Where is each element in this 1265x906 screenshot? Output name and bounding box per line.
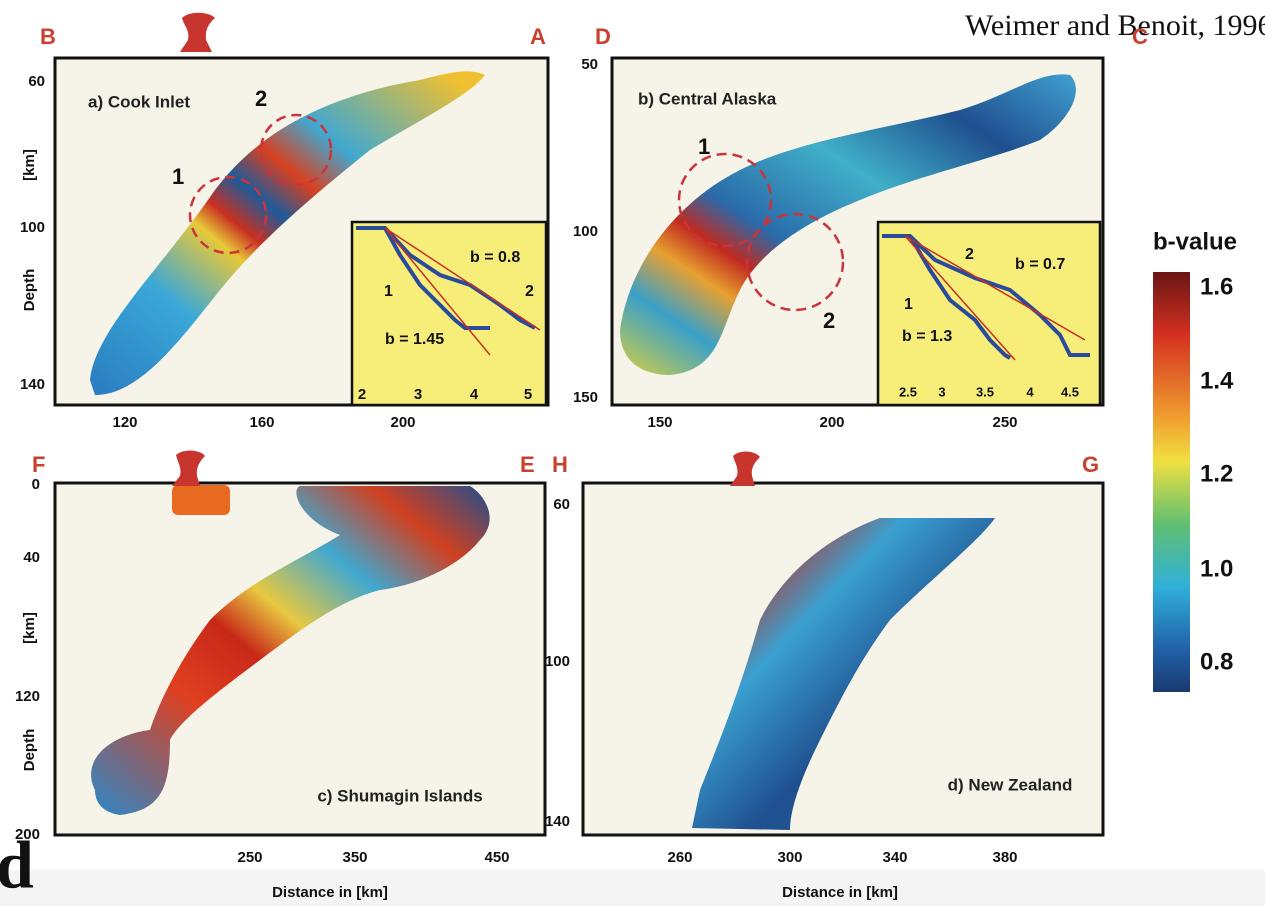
panel-c: F E c) Shumagin Islands 0 40 120 200 250… [15, 451, 545, 901]
corner-label: E [520, 452, 535, 477]
b-value-region [172, 485, 230, 515]
inset-tick-label: 4.5 [1061, 384, 1079, 399]
y-tick-label: 40 [23, 549, 40, 566]
inset-tick-label: 5 [524, 386, 532, 403]
x-tick-label: 260 [667, 849, 692, 866]
y-tick-label: 140 [20, 376, 45, 393]
circle-label: 1 [698, 134, 710, 159]
inset-text: 1 [384, 283, 393, 300]
corner-label: F [32, 452, 45, 477]
corner-label: B [40, 24, 56, 49]
y-tick-label: 140 [545, 813, 570, 830]
y-tick-label: 60 [553, 496, 570, 513]
x-tick-label: 300 [777, 849, 802, 866]
colorbar: b-value 1.6 1.4 1.2 1.0 0.8 [1153, 228, 1237, 692]
inset-text: b = 0.7 [1015, 256, 1065, 273]
legend-title: b-value [1153, 228, 1237, 255]
x-axis-label: Distance in [km] [782, 884, 898, 901]
x-tick-label: 380 [992, 849, 1017, 866]
y-tick-label: 60 [28, 73, 45, 90]
color-scale [1153, 272, 1190, 692]
inset-tick-label: 3.5 [976, 384, 994, 399]
panel-title: a) Cook Inlet [88, 92, 190, 111]
x-tick-label: 200 [390, 414, 415, 431]
inset-tick-label: 3 [938, 384, 945, 399]
panel-b: D C b) Central Alaska 1 2 50 100 150 150… [573, 24, 1148, 431]
corner-label: C [1132, 24, 1148, 49]
x-tick-label: 450 [484, 849, 509, 866]
y-axis-unit: [km] [21, 149, 38, 181]
panel-a: B A a) Cook Inlet 1 2 60 100 140 120 160… [20, 13, 548, 431]
y-tick-label: 100 [573, 223, 598, 240]
y-axis-unit: [km] [21, 612, 38, 644]
panel-title: d) New Zealand [948, 775, 1073, 794]
y-axis-label: Depth [21, 269, 38, 312]
volcano-icon [172, 451, 205, 486]
inset-tick-label: 4 [470, 386, 479, 403]
inset-tick-label: 2.5 [899, 384, 917, 399]
circle-label: 1 [172, 164, 184, 189]
volcano-icon [180, 13, 215, 52]
bottom-bar [0, 870, 1265, 906]
credit: Weimer and Benoit, 1996 [965, 9, 1265, 42]
inset-tick-label: 2 [358, 386, 366, 403]
x-tick-label: 350 [342, 849, 367, 866]
panel-d: H G d) New Zealand 60 100 140 260 300 34… [545, 452, 1103, 901]
figure: Weimer and Benoit, 1996 d B A a) Cook In… [0, 0, 1265, 906]
x-tick-label: 250 [992, 414, 1017, 431]
y-tick-label: 0 [32, 476, 40, 493]
legend-tick-label: 1.0 [1200, 555, 1233, 582]
corner-label: A [530, 24, 546, 49]
panel-title: b) Central Alaska [638, 89, 777, 108]
inset-text: b = 1.45 [385, 331, 444, 348]
inset-text: b = 1.3 [902, 328, 952, 345]
y-tick-label: 100 [545, 653, 570, 670]
volcano-icon [730, 452, 760, 486]
y-axis-label: Depth [21, 729, 38, 772]
legend-tick-label: 1.2 [1200, 460, 1233, 487]
legend-tick-label: 0.8 [1200, 648, 1233, 675]
inset-tick-label: 3 [414, 386, 422, 403]
inset-text: 2 [965, 246, 974, 263]
inset-text: 2 [525, 283, 534, 300]
corner-label: H [552, 452, 568, 477]
legend-tick-label: 1.6 [1200, 273, 1233, 300]
x-tick-label: 200 [819, 414, 844, 431]
inset-text: 1 [904, 296, 913, 313]
corner-label: D [595, 24, 611, 49]
inset-text: b = 0.8 [470, 249, 520, 266]
y-tick-label: 200 [15, 826, 40, 843]
inset [878, 222, 1100, 405]
x-axis-label: Distance in [km] [272, 884, 388, 901]
x-tick-label: 160 [249, 414, 274, 431]
circle-label: 2 [255, 86, 267, 111]
y-tick-label: 50 [581, 56, 598, 73]
y-tick-label: 120 [15, 688, 40, 705]
x-tick-label: 340 [882, 849, 907, 866]
x-tick-label: 150 [647, 414, 672, 431]
legend-tick-label: 1.4 [1200, 367, 1234, 394]
corner-label: G [1082, 452, 1099, 477]
x-tick-label: 120 [112, 414, 137, 431]
y-tick-label: 100 [20, 219, 45, 236]
y-tick-label: 150 [573, 389, 598, 406]
panel-title: c) Shumagin Islands [317, 786, 482, 805]
circle-label: 2 [823, 308, 835, 333]
x-tick-label: 250 [237, 849, 262, 866]
inset-tick-label: 4 [1026, 384, 1034, 399]
